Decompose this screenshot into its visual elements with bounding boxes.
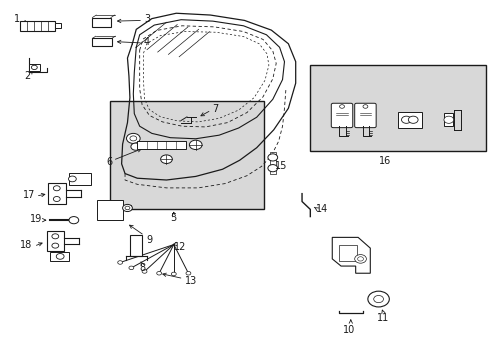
Bar (130, 234, 142, 256)
Circle shape (357, 257, 363, 261)
Text: 1: 1 (14, 14, 20, 24)
Text: 19: 19 (30, 214, 42, 224)
Circle shape (443, 116, 453, 123)
Text: 13: 13 (184, 276, 197, 286)
Circle shape (362, 105, 367, 108)
Circle shape (52, 243, 59, 248)
Text: 17: 17 (23, 190, 35, 200)
Circle shape (171, 272, 176, 276)
Circle shape (185, 271, 190, 275)
Bar (338, 244, 356, 261)
Circle shape (118, 261, 122, 264)
Text: 10: 10 (343, 325, 355, 335)
Bar (92, 39, 112, 45)
Text: 18: 18 (20, 240, 32, 250)
Circle shape (68, 176, 76, 182)
Bar (69, 173, 91, 185)
Circle shape (125, 206, 130, 210)
Bar (92, 18, 111, 27)
Bar (50, 252, 69, 261)
Circle shape (126, 134, 140, 143)
Bar (110, 101, 264, 209)
Text: 12: 12 (174, 242, 186, 252)
FancyBboxPatch shape (330, 103, 352, 128)
FancyBboxPatch shape (354, 103, 375, 128)
Text: 6: 6 (106, 157, 112, 167)
Text: 3: 3 (143, 14, 150, 24)
Circle shape (267, 154, 277, 161)
Circle shape (53, 186, 60, 191)
Text: 14: 14 (316, 204, 328, 214)
Bar (444, 113, 452, 126)
Text: 15: 15 (274, 161, 286, 171)
Polygon shape (331, 237, 369, 273)
Bar (269, 152, 275, 174)
Text: 7: 7 (212, 104, 218, 114)
Circle shape (69, 217, 79, 224)
Circle shape (31, 65, 37, 69)
Bar (48, 183, 65, 204)
Circle shape (53, 197, 60, 202)
Text: 9: 9 (146, 235, 152, 245)
Circle shape (131, 143, 141, 150)
Text: 2: 2 (24, 71, 31, 81)
Circle shape (354, 255, 366, 263)
Circle shape (157, 271, 161, 275)
Bar (137, 140, 185, 149)
Circle shape (373, 296, 383, 303)
Circle shape (189, 140, 202, 149)
Circle shape (407, 116, 417, 123)
Bar (29, 64, 40, 71)
Polygon shape (97, 200, 131, 220)
Bar (20, 21, 55, 31)
Bar (310, 65, 485, 151)
Circle shape (142, 270, 147, 273)
Text: 16: 16 (378, 156, 390, 166)
Circle shape (401, 116, 410, 123)
Circle shape (367, 291, 388, 307)
Circle shape (52, 234, 59, 239)
Circle shape (122, 204, 132, 212)
Text: 8: 8 (139, 263, 145, 273)
Circle shape (129, 266, 134, 270)
Bar (46, 231, 64, 251)
Circle shape (130, 136, 137, 141)
Circle shape (160, 155, 172, 163)
Circle shape (339, 105, 344, 108)
Circle shape (267, 165, 277, 172)
Bar (55, 23, 61, 28)
Text: 4: 4 (143, 37, 150, 47)
Text: 11: 11 (377, 313, 389, 323)
Circle shape (56, 253, 64, 259)
Bar (397, 112, 422, 128)
Text: 5: 5 (170, 213, 177, 223)
